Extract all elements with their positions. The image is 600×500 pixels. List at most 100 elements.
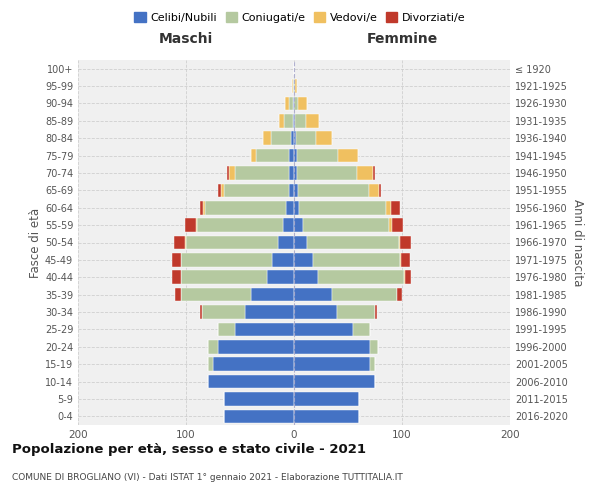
Bar	[293, 80, 294, 93]
Bar	[294, 201, 299, 214]
Bar	[224, 410, 294, 423]
Bar	[375, 305, 377, 319]
Bar	[245, 305, 294, 319]
Bar	[251, 149, 256, 162]
Bar	[296, 132, 316, 145]
Bar	[297, 149, 338, 162]
Bar	[235, 322, 294, 336]
Bar	[291, 132, 294, 145]
Bar	[235, 166, 289, 180]
Bar	[267, 270, 294, 284]
Bar	[208, 375, 294, 388]
Bar	[370, 340, 378, 353]
Bar	[391, 201, 400, 214]
Bar	[218, 322, 235, 336]
Bar	[272, 253, 294, 266]
Bar	[302, 218, 389, 232]
Bar	[292, 80, 293, 93]
Bar	[399, 236, 400, 250]
Bar	[386, 201, 391, 214]
Bar	[229, 166, 235, 180]
Bar	[294, 132, 296, 145]
Y-axis label: Anni di nascita: Anni di nascita	[571, 199, 584, 286]
Bar	[294, 270, 318, 284]
Bar	[294, 340, 370, 353]
Bar	[297, 166, 356, 180]
Bar	[294, 410, 359, 423]
Bar	[307, 236, 399, 250]
Text: Maschi: Maschi	[159, 32, 213, 46]
Bar	[293, 114, 294, 128]
Bar	[218, 184, 221, 197]
Bar	[299, 201, 386, 214]
Bar	[368, 184, 379, 197]
Bar	[218, 340, 294, 353]
Bar	[294, 358, 370, 371]
Bar	[286, 96, 289, 110]
Bar	[181, 288, 251, 302]
Bar	[298, 184, 368, 197]
Bar	[202, 305, 245, 319]
Bar	[373, 166, 375, 180]
Bar	[338, 149, 358, 162]
Bar	[181, 270, 267, 284]
Bar	[400, 253, 401, 266]
Bar	[289, 184, 294, 197]
Bar	[294, 184, 298, 197]
Bar	[185, 236, 186, 250]
Bar	[224, 184, 289, 197]
Bar	[196, 218, 197, 232]
Bar	[205, 201, 286, 214]
Bar	[200, 201, 203, 214]
Bar	[392, 218, 403, 232]
Bar	[271, 132, 291, 145]
Bar	[298, 96, 307, 110]
Bar	[175, 288, 181, 302]
Bar	[200, 305, 202, 319]
Bar	[263, 132, 271, 145]
Bar	[208, 340, 218, 353]
Bar	[353, 322, 370, 336]
Bar	[405, 270, 410, 284]
Bar	[400, 236, 410, 250]
Bar	[284, 114, 293, 128]
Text: Popolazione per età, sesso e stato civile - 2021: Popolazione per età, sesso e stato civil…	[12, 442, 366, 456]
Bar	[370, 358, 375, 371]
Bar	[279, 114, 284, 128]
Bar	[283, 218, 294, 232]
Bar	[294, 375, 375, 388]
Bar	[213, 358, 294, 371]
Bar	[294, 253, 313, 266]
Bar	[221, 184, 224, 197]
Bar	[397, 288, 402, 302]
Bar	[379, 184, 382, 197]
Bar	[295, 114, 306, 128]
Text: Femmine: Femmine	[367, 32, 437, 46]
Bar	[186, 236, 278, 250]
Bar	[294, 288, 332, 302]
Bar	[294, 96, 298, 110]
Bar	[208, 358, 213, 371]
Bar	[337, 305, 375, 319]
Bar	[197, 218, 283, 232]
Bar	[356, 166, 373, 180]
Bar	[294, 236, 307, 250]
Bar	[306, 114, 319, 128]
Bar	[203, 201, 205, 214]
Bar	[318, 270, 404, 284]
Bar	[294, 218, 302, 232]
Bar	[294, 149, 297, 162]
Bar	[294, 80, 295, 93]
Bar	[181, 253, 272, 266]
Bar	[294, 392, 359, 406]
Bar	[174, 236, 185, 250]
Bar	[294, 305, 337, 319]
Text: COMUNE DI BROGLIANO (VI) - Dati ISTAT 1° gennaio 2021 - Elaborazione TUTTITALIA.: COMUNE DI BROGLIANO (VI) - Dati ISTAT 1°…	[12, 472, 403, 482]
Bar	[401, 253, 410, 266]
Bar	[294, 322, 353, 336]
Legend: Celibi/Nubili, Coniugati/e, Vedovi/e, Divorziati/e: Celibi/Nubili, Coniugati/e, Vedovi/e, Di…	[130, 8, 470, 28]
Bar	[227, 166, 229, 180]
Bar	[294, 114, 295, 128]
Bar	[389, 218, 392, 232]
Bar	[293, 96, 294, 110]
